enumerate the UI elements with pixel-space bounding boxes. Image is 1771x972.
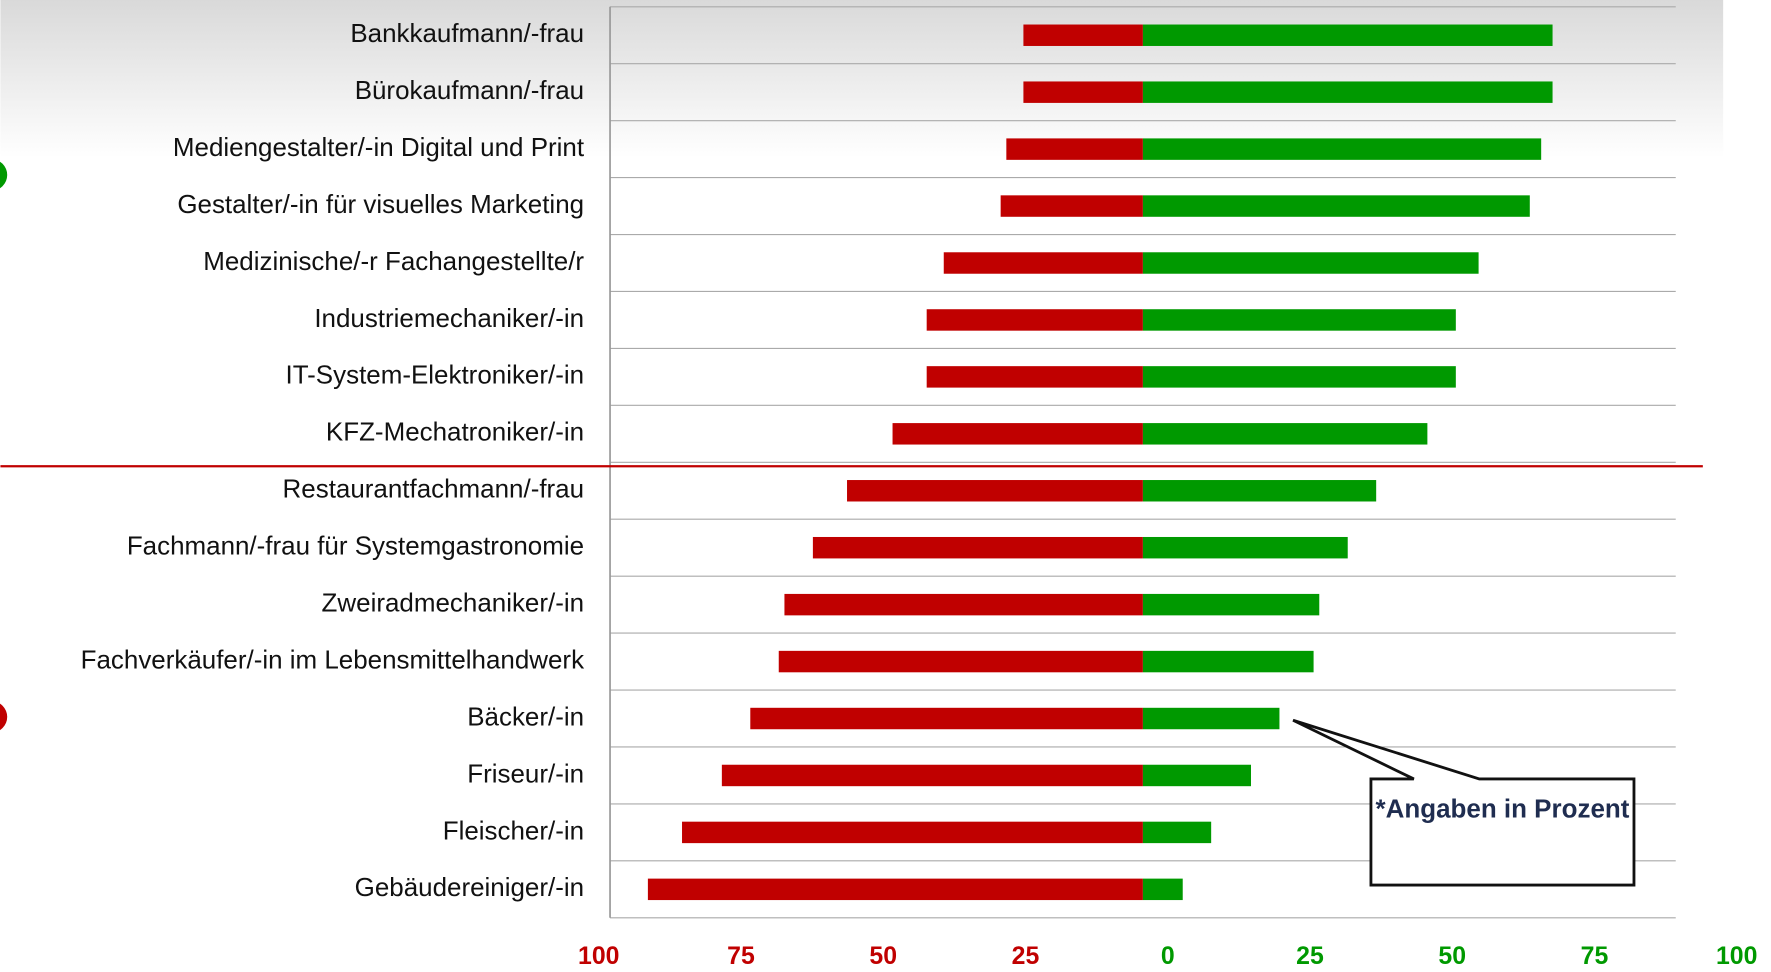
x-tick-label: 75 [1581, 943, 1609, 970]
bar [1142, 650, 1314, 673]
category-label: Fleischer/-in [443, 815, 584, 845]
bar [1142, 821, 1212, 844]
bar [926, 366, 1143, 388]
category-label: Medizinische/-r Fachangestellte/r [203, 246, 584, 276]
category-label: Zweiradmechaniker/-in [322, 588, 585, 618]
bar [721, 764, 1143, 787]
bar [1142, 24, 1553, 46]
bar [1142, 593, 1320, 616]
category-label: Friseur/-in [467, 758, 584, 788]
category-label: Gebäudereiniger/-in [355, 872, 584, 902]
bar [1006, 138, 1143, 160]
bar [778, 650, 1143, 673]
x-tick-label: 25 [1012, 943, 1040, 970]
bar [892, 423, 1143, 445]
marker-dot [0, 703, 8, 731]
category-label: Fachverkäufer/-in im Lebensmittelhandwer… [81, 644, 585, 674]
category-label: Bäcker/-in [467, 701, 584, 731]
category-label: Bankkaufmann/-frau [350, 18, 584, 48]
x-tick-label: 100 [1716, 943, 1757, 970]
x-tick-label: 75 [727, 943, 755, 970]
category-label: Restaurantfachmann/-frau [283, 474, 585, 504]
bar [1142, 764, 1251, 787]
bar [1142, 309, 1456, 331]
category-label: Mediengestalter/-in Digital und Print [173, 132, 585, 162]
bar [1142, 252, 1479, 274]
callout-text: *Angaben in Prozent [1375, 793, 1630, 823]
category-label: Industriemechaniker/-in [314, 303, 584, 333]
category-label: Gestalter/-in für visuelles Marketing [177, 189, 584, 219]
x-tick-label: 0 [1161, 943, 1175, 970]
bar [682, 821, 1143, 844]
bar [1142, 195, 1530, 217]
category-label: IT-System-Elektroniker/-in [286, 360, 585, 390]
callout: *Angaben in Prozent [1375, 793, 1630, 823]
bar [1000, 195, 1143, 217]
bar [847, 480, 1143, 502]
bar [1142, 878, 1183, 901]
bar [1142, 423, 1428, 445]
category-label: KFZ-Mechatroniker/-in [326, 417, 584, 447]
bar [1142, 138, 1542, 160]
bar [784, 593, 1143, 616]
bar [943, 252, 1143, 274]
bar [812, 536, 1143, 559]
category-label: Bürokaufmann/-frau [355, 75, 584, 105]
bar [1142, 81, 1553, 103]
x-tick-label: 25 [1296, 943, 1324, 970]
bar [750, 707, 1143, 730]
x-tick-label: 100 [578, 943, 619, 970]
callout-box [1292, 718, 1636, 887]
marker-dot [0, 161, 8, 189]
x-tick-label: 50 [1438, 943, 1466, 970]
bar [1023, 24, 1143, 46]
bar [1142, 707, 1280, 730]
bar [1142, 480, 1377, 502]
category-label: Fachmann/-frau für Systemgastronomie [127, 531, 584, 561]
bar [1142, 536, 1348, 559]
bar [1142, 366, 1456, 388]
x-tick-label: 50 [869, 943, 897, 970]
bar [1023, 81, 1143, 103]
bar [926, 309, 1143, 331]
bar [647, 878, 1143, 901]
